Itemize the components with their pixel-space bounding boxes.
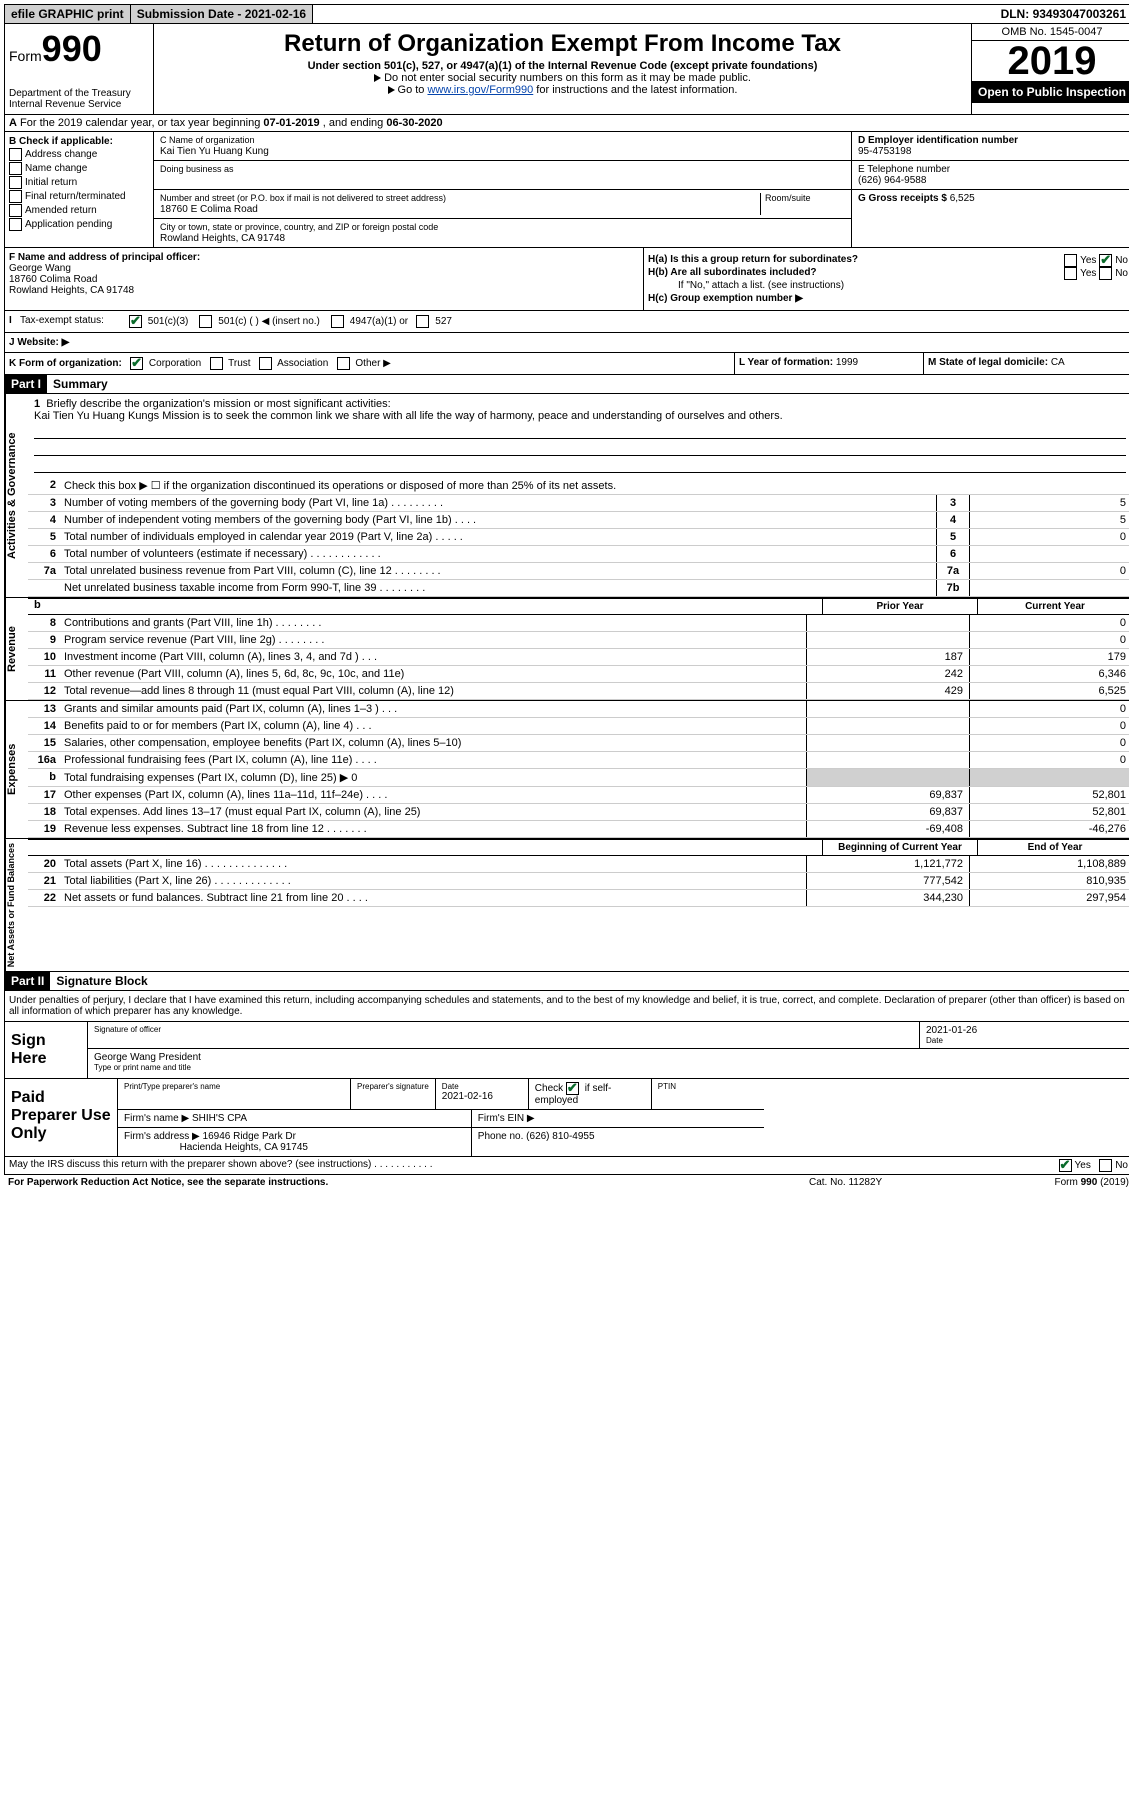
form-number: Form990 <box>9 28 149 70</box>
checkbox-checked-icon[interactable] <box>566 1082 579 1095</box>
perjury-statement: Under penalties of perjury, I declare th… <box>5 991 1129 1021</box>
irs-discuss-question: May the IRS discuss this return with the… <box>9 1159 1059 1172</box>
checkbox-icon[interactable] <box>9 176 22 189</box>
checkbox-icon[interactable] <box>331 315 344 328</box>
checkbox-checked-icon[interactable] <box>1099 254 1112 267</box>
vtab-net-assets: Net Assets or Fund Balances <box>5 839 28 971</box>
form-title: Return of Organization Exempt From Incom… <box>158 30 967 58</box>
checkbox-checked-icon[interactable] <box>129 315 142 328</box>
checkbox-icon[interactable] <box>9 190 22 203</box>
dept-treasury: Department of the Treasury Internal Reve… <box>9 88 149 110</box>
firm-name: SHIH'S CPA <box>192 1113 247 1124</box>
org-name: Kai Tien Yu Huang Kung <box>160 146 269 157</box>
checkbox-icon[interactable] <box>9 162 22 175</box>
checkbox-icon[interactable] <box>9 148 22 161</box>
preparer-phone: (626) 810-4955 <box>526 1131 594 1142</box>
part-2-title: Signature Block <box>50 972 153 990</box>
vtab-expenses: Expenses <box>5 701 28 838</box>
checkbox-icon[interactable] <box>9 204 22 217</box>
checkbox-icon[interactable] <box>1064 267 1077 280</box>
org-address: 18760 E Colima Road <box>160 204 258 215</box>
sign-here-label: Sign Here <box>5 1022 88 1078</box>
open-public-badge: Open to Public Inspection <box>972 81 1129 103</box>
arrow-icon <box>388 86 395 94</box>
part-1-title: Summary <box>47 375 114 393</box>
paperwork-notice: For Paperwork Reduction Act Notice, see … <box>8 1177 809 1188</box>
top-bar: efile GRAPHIC print Submission Date - 20… <box>4 4 1129 24</box>
submission-date-cell: Submission Date - 2021-02-16 <box>131 5 313 23</box>
form-of-org: K Form of organization: Corporation Trus… <box>5 353 735 374</box>
mission-block: 1 Briefly describe the organization's mi… <box>28 394 1129 477</box>
row-a-tax-year: A For the 2019 calendar year, or tax yea… <box>4 115 1129 132</box>
efile-print-button[interactable]: efile GRAPHIC print <box>5 5 131 23</box>
checkbox-icon[interactable] <box>210 357 223 370</box>
checkbox-icon[interactable] <box>1064 254 1077 267</box>
state-domicile: M State of legal domicile: CA <box>924 353 1129 374</box>
checkbox-icon[interactable] <box>1099 267 1112 280</box>
arrow-icon <box>374 74 381 82</box>
gross-receipts-value: 6,525 <box>950 193 975 204</box>
checkbox-icon[interactable] <box>416 315 429 328</box>
part-2-header: Part II <box>5 972 50 990</box>
section-d-ein: D Employer identification number95-47531… <box>852 132 1129 247</box>
irs-link[interactable]: www.irs.gov/Form990 <box>427 84 533 96</box>
section-b-checkboxes: B Check if applicable: Address change Na… <box>5 132 154 247</box>
form-header: Form990 Department of the Treasury Inter… <box>4 24 1129 115</box>
form-footer: Form 990 (2019) <box>989 1177 1129 1188</box>
section-c-org-info: C Name of organizationKai Tien Yu Huang … <box>154 132 852 247</box>
section-h: H(a) Is this a group return for subordin… <box>644 248 1129 310</box>
vtab-activities: Activities & Governance <box>5 394 28 597</box>
telephone-value: (626) 964-9588 <box>858 175 926 186</box>
checkbox-icon[interactable] <box>1099 1159 1112 1172</box>
tax-exempt-status-row: I Tax-exempt status: 501(c)(3) 501(c) ( … <box>4 311 1129 333</box>
year-formation: L Year of formation: 1999 <box>735 353 924 374</box>
form-subtitle-3: Go to www.irs.gov/Form990 for instructio… <box>158 84 967 96</box>
org-city: Rowland Heights, CA 91748 <box>160 233 285 244</box>
cat-number: Cat. No. 11282Y <box>809 1177 989 1188</box>
checkbox-icon[interactable] <box>9 218 22 231</box>
checkbox-checked-icon[interactable] <box>130 357 143 370</box>
paid-preparer-label: Paid Preparer Use Only <box>5 1079 118 1156</box>
checkbox-checked-icon[interactable] <box>1059 1159 1072 1172</box>
part-1-header: Part I <box>5 375 47 393</box>
checkbox-icon[interactable] <box>199 315 212 328</box>
section-f-officer: F Name and address of principal officer:… <box>5 248 644 310</box>
form-subtitle-1: Under section 501(c), 527, or 4947(a)(1)… <box>158 60 967 72</box>
dln-cell: DLN: 93493047003261 <box>995 5 1129 23</box>
tax-year: 2019 <box>972 41 1129 81</box>
officer-name: George Wang President <box>94 1052 201 1063</box>
website-row: J Website: ▶ <box>4 333 1129 353</box>
vtab-revenue: Revenue <box>5 598 28 700</box>
ein-value: 95-4753198 <box>858 146 911 157</box>
form-subtitle-2: Do not enter social security numbers on … <box>158 72 967 84</box>
checkbox-icon[interactable] <box>259 357 272 370</box>
checkbox-icon[interactable] <box>337 357 350 370</box>
